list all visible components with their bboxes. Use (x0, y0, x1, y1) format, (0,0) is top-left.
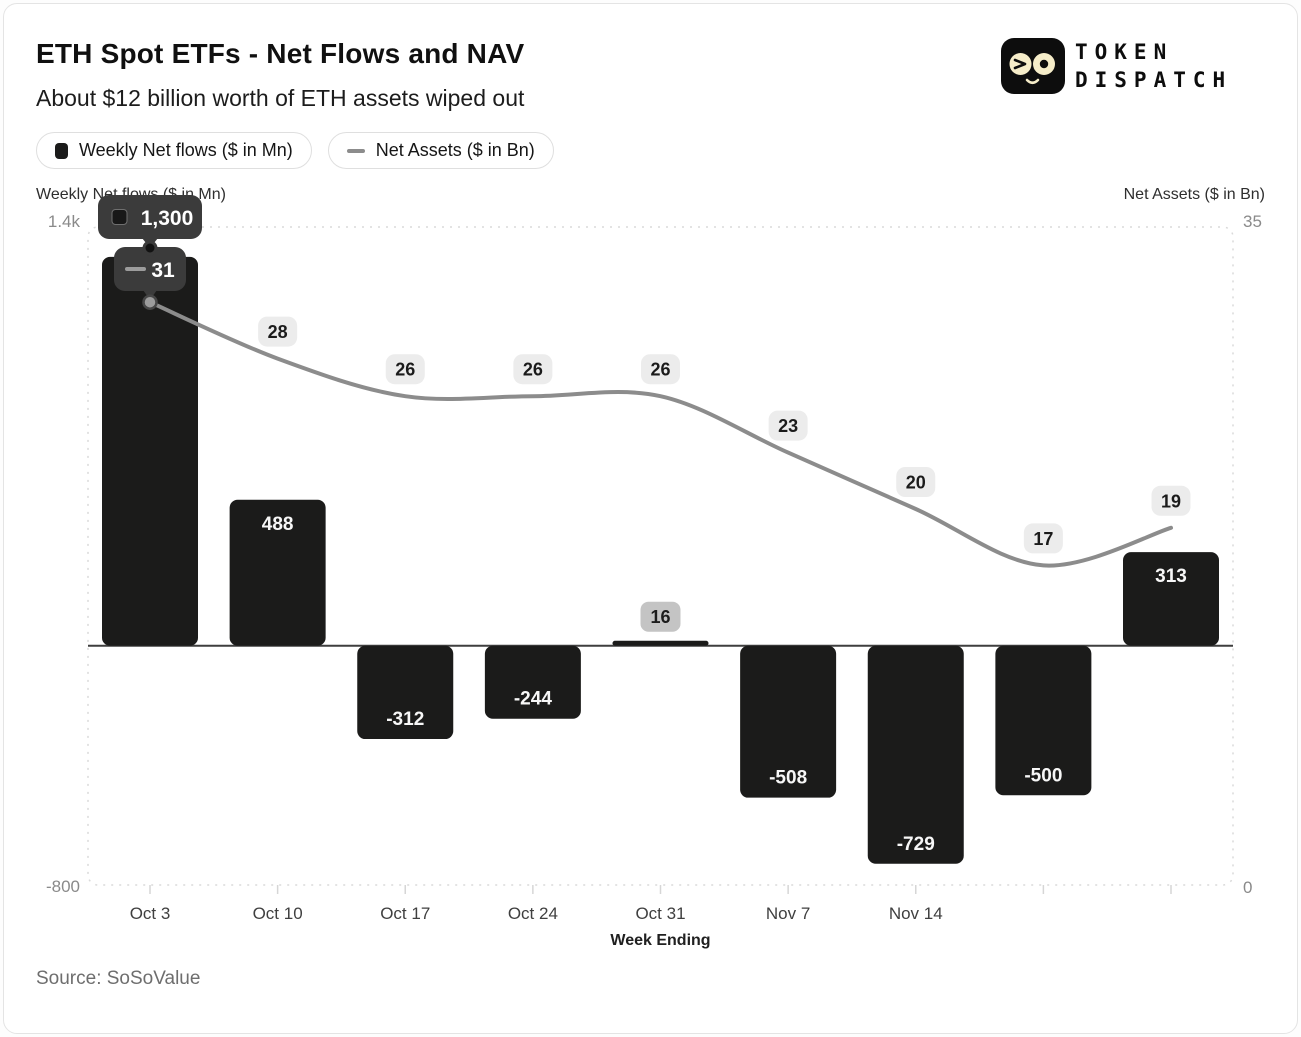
bar-label: 488 (262, 514, 294, 535)
token-dispatch-logo: TOKEN DISPATCH (1001, 37, 1232, 95)
bar-label-pill (640, 601, 681, 632)
chart-card (3, 3, 1298, 1034)
line-point-label-pill (1151, 485, 1191, 516)
logo-wordmark: TOKEN DISPATCH (1075, 38, 1232, 94)
right-axis-title: Net Assets ($ in Bn) (1123, 186, 1265, 203)
bar-label: -729 (897, 834, 935, 855)
bar-tooltip-dot[interactable] (142, 240, 158, 256)
mascot-icon (1001, 38, 1065, 94)
bar-w8[interactable] (1123, 552, 1219, 646)
bar-oct-10[interactable] (229, 499, 326, 646)
line-point-label: 26 (395, 360, 415, 380)
legend-label: Weekly Net flows ($ in Mn) (79, 140, 293, 160)
line-tooltip-dot[interactable] (142, 294, 158, 310)
tooltip-bar-text: 1,300 (141, 207, 194, 230)
line-point-label-pill (258, 316, 298, 347)
x-tick-label: Oct 3 (130, 904, 171, 923)
bar-series-marker-icon (55, 142, 68, 159)
x-tick-label: Oct 10 (253, 904, 303, 923)
x-tick-label: Oct 17 (380, 904, 430, 923)
page-title: ETH Spot ETFs - Net Flows and NAV (36, 38, 525, 69)
x-tick-label: Oct 24 (508, 904, 558, 923)
x-axis-title: Week Ending (610, 932, 711, 949)
page-subtitle: About $12 billion worth of ETH assets wi… (36, 85, 525, 111)
bar-nov-14[interactable] (867, 645, 964, 864)
line-point-label: 28 (268, 322, 288, 342)
x-tick-label: Oct 31 (635, 904, 685, 923)
bar-oct-17[interactable] (357, 645, 454, 740)
bar-label: -244 (514, 689, 552, 710)
y-tick-label-right: 35 (1243, 212, 1262, 231)
line-point-label: 26 (523, 360, 543, 380)
bar-label: -500 (1024, 765, 1062, 786)
tooltip-line-value: 31 (114, 247, 186, 300)
line-point-label: 23 (778, 416, 798, 436)
line-point-label-pill (896, 467, 936, 497)
bar-label: 313 (1155, 566, 1187, 587)
bar-label: -312 (386, 709, 424, 730)
line-point-label-pill (768, 410, 808, 441)
line-point-label-pill (641, 354, 680, 385)
y-tick-label-right: 0 (1243, 878, 1252, 897)
legend-item-net-assets[interactable]: Net Assets ($ in Bn) (327, 132, 554, 169)
bar-oct-3[interactable] (102, 256, 198, 646)
logo-line1: TOKEN (1075, 40, 1174, 64)
logo-line2: DISPATCH (1075, 68, 1233, 92)
line-point-label-pill (513, 354, 553, 385)
y-tick-label-left: -800 (46, 877, 80, 896)
x-tick-label: Nov 14 (889, 904, 943, 923)
line-point-label: 20 (906, 473, 926, 493)
line-point-label-pill (1023, 523, 1063, 554)
line-point-label: 26 (650, 360, 670, 380)
line-point-label-pill (385, 354, 425, 385)
bar-w7[interactable] (995, 645, 1092, 796)
line-point-label: 19 (1161, 491, 1181, 511)
legend-item-net-flows[interactable]: Weekly Net flows ($ in Mn) (36, 132, 312, 169)
tooltip-bar-marker-icon (111, 209, 128, 225)
source-note: Source: SoSoValue (36, 968, 201, 989)
line-series-marker-icon (346, 148, 365, 153)
bar-nov-7[interactable] (740, 645, 837, 798)
bar-label: 16 (650, 607, 670, 627)
bar-label: -508 (769, 768, 807, 789)
x-tick-label: Nov 7 (766, 904, 810, 923)
line-point-label: 17 (1033, 529, 1053, 549)
tooltip-line-text: 31 (151, 259, 175, 282)
y-tick-label-left: 1.4k (48, 212, 81, 231)
tooltip-bar-value: 1,300 (98, 195, 202, 248)
bar-oct-31[interactable] (612, 640, 709, 646)
legend: Weekly Net flows ($ in Mn) Net Assets ($… (36, 132, 554, 169)
bar-oct-24[interactable] (484, 645, 581, 719)
net-assets-line[interactable] (148, 300, 1173, 568)
legend-label: Net Assets ($ in Bn) (375, 140, 535, 160)
